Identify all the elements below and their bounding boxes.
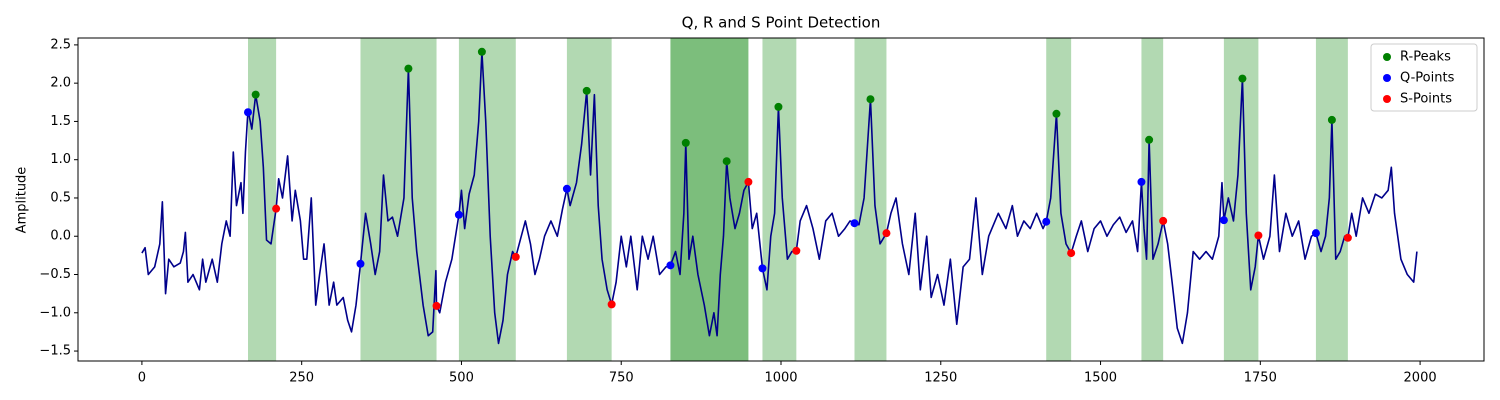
legend-marker xyxy=(1383,95,1391,103)
point xyxy=(758,264,767,273)
point xyxy=(356,259,365,268)
y-tick-label: −1.5 xyxy=(39,344,71,359)
point xyxy=(477,47,486,56)
x-tick-label: 2000 xyxy=(1404,371,1437,386)
point xyxy=(562,184,571,193)
legend-marker xyxy=(1383,53,1391,61)
y-axis-label: Amplitude xyxy=(15,167,30,234)
y-tick-label: 0.5 xyxy=(50,190,71,205)
x-tick-label: 1000 xyxy=(764,371,797,386)
y-tick-label: 2.5 xyxy=(50,37,71,52)
highlight-span xyxy=(762,38,797,361)
point xyxy=(1159,216,1168,225)
point xyxy=(1343,233,1352,242)
point xyxy=(1052,109,1061,118)
x-tick-label: 750 xyxy=(609,371,634,386)
point xyxy=(744,177,753,186)
legend-label: S-Points xyxy=(1400,92,1452,107)
point xyxy=(1311,229,1320,238)
legend-label: R-Peaks xyxy=(1400,50,1451,65)
x-tick-label: 1250 xyxy=(924,371,957,386)
highlight-span xyxy=(854,38,887,361)
point xyxy=(850,219,859,228)
point xyxy=(454,210,463,219)
point xyxy=(1219,216,1228,225)
chart-title: Q, R and S Point Detection xyxy=(682,14,881,32)
point xyxy=(666,261,675,270)
x-tick-label: 1500 xyxy=(1084,371,1117,386)
point xyxy=(1254,231,1263,240)
point xyxy=(1067,249,1076,258)
y-tick-label: 2.0 xyxy=(50,76,71,91)
point xyxy=(1238,74,1247,83)
x-tick-label: 0 xyxy=(138,371,146,386)
highlight-span xyxy=(670,38,749,361)
point xyxy=(1145,135,1154,144)
x-tick-label: 500 xyxy=(449,371,474,386)
y-tick-label: 0.0 xyxy=(50,229,71,244)
point xyxy=(251,90,260,99)
signal-line xyxy=(141,50,1418,345)
highlight-span xyxy=(670,38,749,361)
point xyxy=(774,102,783,111)
x-tick-label: 250 xyxy=(289,371,314,386)
point xyxy=(882,229,891,238)
point xyxy=(272,204,281,213)
point xyxy=(1327,115,1336,124)
point xyxy=(404,64,413,73)
y-tick-label: −0.5 xyxy=(39,267,71,282)
point xyxy=(792,246,801,255)
highlight-span xyxy=(1315,38,1348,361)
legend-marker xyxy=(1383,74,1391,82)
legend-label: Q-Points xyxy=(1400,71,1455,86)
point xyxy=(511,252,520,261)
highlight-span xyxy=(458,38,516,361)
x-tick-label: 1750 xyxy=(1244,371,1277,386)
point xyxy=(722,157,731,166)
point xyxy=(432,301,441,310)
point xyxy=(681,138,690,147)
highlight-span xyxy=(566,38,612,361)
point xyxy=(582,86,591,95)
point xyxy=(243,108,252,117)
y-tick-label: 1.0 xyxy=(50,152,71,167)
point xyxy=(866,95,875,104)
point xyxy=(1137,177,1146,186)
y-tick-label: −1.0 xyxy=(39,305,71,320)
point xyxy=(607,300,616,309)
legend-box xyxy=(1370,43,1478,112)
point xyxy=(1042,217,1051,226)
highlight-span xyxy=(1141,38,1164,361)
highlight-span xyxy=(247,38,277,361)
y-tick-label: 1.5 xyxy=(50,114,71,129)
